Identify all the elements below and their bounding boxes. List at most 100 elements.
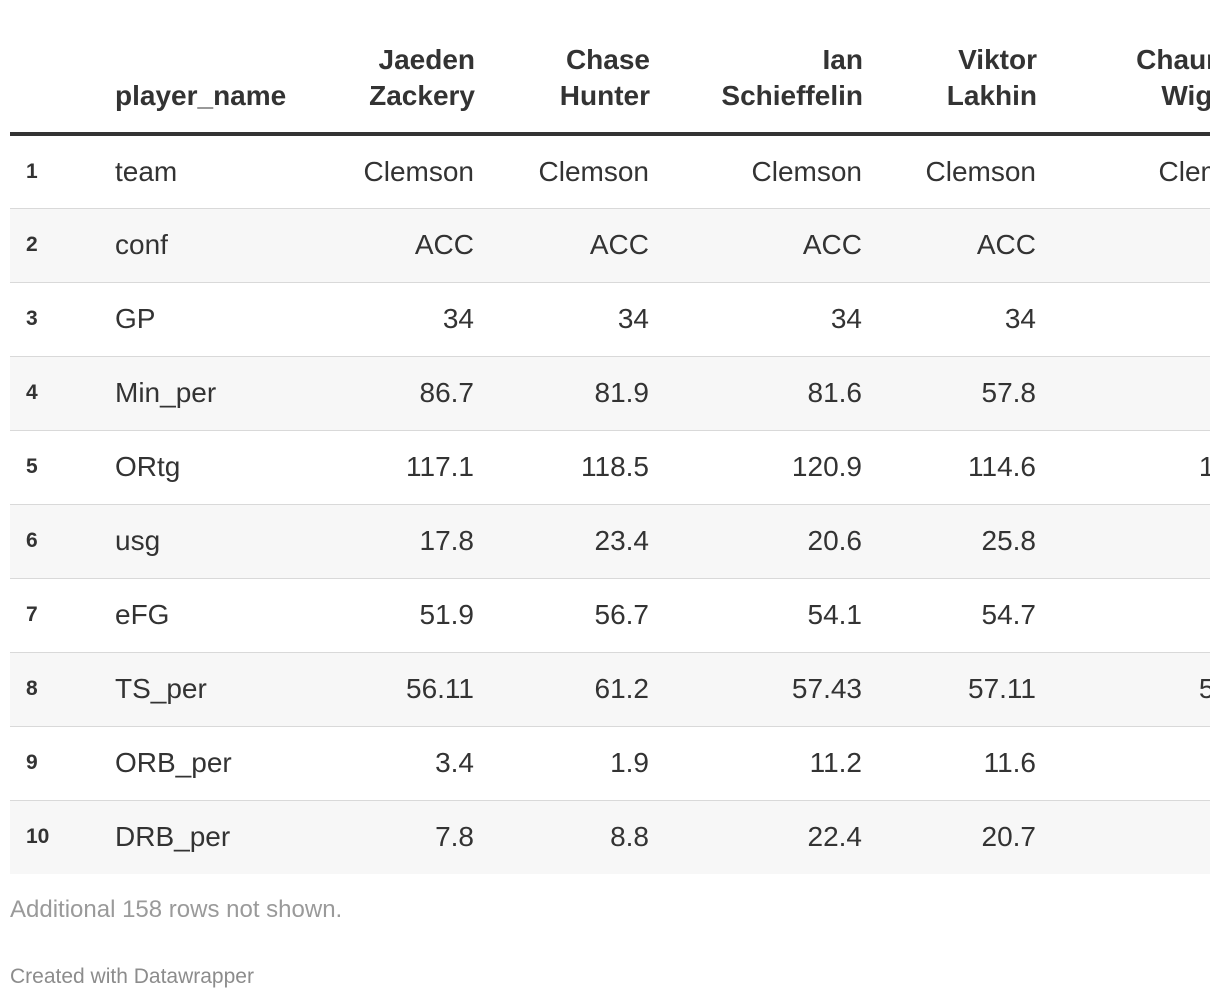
stat-name-cell: DRB_per	[102, 800, 300, 874]
value-cell: Clemson	[650, 134, 863, 209]
credit-line: Created with Datawrapper	[10, 965, 254, 988]
value-cell: 3.4	[300, 726, 475, 801]
player-first-name: Chase	[565, 44, 650, 75]
value-cell: 11.2	[650, 726, 863, 801]
table-body: 1teamClemsonClemsonClemsonClemsonClemson…	[10, 134, 1210, 874]
row-number: 6	[10, 504, 102, 579]
value-cell: 7.8	[300, 800, 475, 874]
value-cell: 20.6	[650, 504, 863, 579]
table-row: 3GP3434343434	[10, 282, 1210, 357]
value-cell: 34	[300, 282, 475, 357]
stat-name-cell: ORB_per	[102, 726, 300, 801]
player-last-name: Hunter	[559, 80, 650, 111]
stat-name-cell: GP	[102, 282, 300, 357]
value-cell: 8.8	[475, 800, 650, 874]
table-row: 1teamClemsonClemsonClemsonClemsonClemson	[10, 134, 1210, 209]
player-column-header[interactable]: Viktor Lakhin	[863, 0, 1037, 136]
row-number: 4	[10, 356, 102, 431]
stat-name-cell: team	[102, 134, 300, 209]
value-cell: ACC	[1037, 208, 1210, 283]
value-cell: 22.4	[650, 800, 863, 874]
row-number: 7	[10, 578, 102, 653]
row-number: 8	[10, 652, 102, 727]
player-column-header[interactable]: Chase Hunter	[475, 0, 650, 136]
row-number: 1	[10, 134, 102, 209]
value-cell: Clemson	[475, 134, 650, 209]
player-last-name: Schieffelin	[721, 80, 863, 111]
value-cell: 81.6	[650, 356, 863, 431]
value-cell: 56.7	[475, 578, 650, 653]
table-row: 2confACCACCACCACCACC	[10, 208, 1210, 283]
value-cell: 18.4	[1037, 504, 1210, 579]
stat-name-cell: usg	[102, 504, 300, 579]
row-number: 2	[10, 208, 102, 283]
row-number: 3	[10, 282, 102, 357]
value-cell: 54.1	[650, 578, 863, 653]
value-cell: ACC	[300, 208, 475, 283]
value-cell: 34	[650, 282, 863, 357]
table-notes: Additional 158 rows not shown.	[10, 896, 343, 923]
table-row: 9 ORB_per 3.4 1.9 11.2 11.6	[10, 726, 1210, 801]
value-cell: 86.7	[300, 356, 475, 431]
rank-column-header	[10, 0, 102, 136]
data-table: player_name Jaeden Zackery Chase Hunter …	[10, 0, 1210, 874]
stat-name-cell: TS_per	[102, 652, 300, 727]
player-name-column-header[interactable]: player_name	[102, 0, 300, 136]
player-last-name: Zackery	[369, 80, 475, 111]
stat-name-cell: conf	[102, 208, 300, 283]
value-cell: 81.9	[475, 356, 650, 431]
value-cell: 104.6	[1037, 430, 1210, 505]
value-cell: 10.4	[1037, 800, 1210, 874]
value-cell: 61.2	[475, 652, 650, 727]
player-first-name: Ian	[822, 44, 863, 75]
value-cell: 117.1	[300, 430, 475, 505]
row-number: 10	[10, 800, 102, 874]
player-first-name: Jaeden	[378, 44, 476, 75]
value-cell: 56.11	[300, 652, 475, 727]
value-cell: Clemson	[300, 134, 475, 209]
value-cell: 54.7	[863, 578, 1037, 653]
stat-name-cell: eFG	[102, 578, 300, 653]
player-last-name: Wiggins	[1161, 80, 1210, 111]
player-first-name: Viktor	[958, 44, 1037, 75]
stat-name-cell: Min_per	[102, 356, 300, 431]
value-cell: 34	[1037, 282, 1210, 357]
row-number: 5	[10, 430, 102, 505]
value-cell	[1037, 726, 1210, 801]
value-cell: 57.11	[863, 652, 1037, 727]
stat-name-cell: ORtg	[102, 430, 300, 505]
player-column-header[interactable]: Chauncey Wiggins	[1037, 0, 1210, 136]
value-cell: 57.5	[1037, 356, 1210, 431]
value-cell: 20.7	[863, 800, 1037, 874]
value-cell: 1.9	[475, 726, 650, 801]
header-row: player_name Jaeden Zackery Chase Hunter …	[10, 0, 1210, 136]
value-cell: 25.8	[863, 504, 1037, 579]
value-cell: 118.5	[475, 430, 650, 505]
value-cell: Clemson	[1037, 134, 1210, 209]
value-cell: 120.9	[650, 430, 863, 505]
value-cell: ACC	[650, 208, 863, 283]
value-cell: 51.9	[300, 578, 475, 653]
table-header: player_name Jaeden Zackery Chase Hunter …	[10, 0, 1210, 136]
value-cell: 34	[863, 282, 1037, 357]
value-cell: 11.6	[863, 726, 1037, 801]
value-cell: 57.8	[863, 356, 1037, 431]
datawrapper-table-widget: player_name Jaeden Zackery Chase Hunter …	[10, 0, 1210, 1002]
value-cell: 54.67	[1037, 652, 1210, 727]
value-cell: ACC	[475, 208, 650, 283]
value-cell: ACC	[863, 208, 1037, 283]
table-viewport: player_name Jaeden Zackery Chase Hunter …	[10, 0, 1210, 880]
player-column-header[interactable]: Jaeden Zackery	[300, 0, 476, 136]
value-cell: 17.8	[300, 504, 475, 579]
player-column-header[interactable]: Ian Schieffelin	[650, 0, 863, 136]
value-cell: Clemson	[863, 134, 1037, 209]
value-cell: 23.4	[475, 504, 650, 579]
row-number: 9	[10, 726, 102, 801]
value-cell: 34	[475, 282, 650, 357]
